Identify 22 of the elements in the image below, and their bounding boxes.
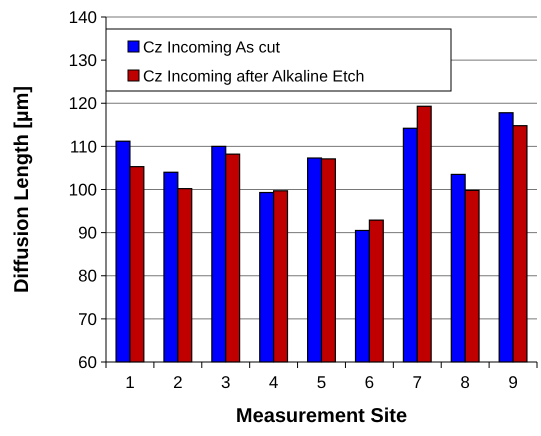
y-tick-label: 70 [78, 310, 97, 329]
y-tick-label: 100 [68, 180, 97, 200]
x-tick-label: 3 [220, 373, 230, 392]
x-tick-label: 4 [268, 373, 278, 392]
x-axis-title: Measurement Site [236, 405, 408, 427]
y-tick-label: 130 [68, 51, 97, 70]
y-tick-label: 140 [68, 8, 97, 27]
y-tick-label: 110 [70, 137, 97, 156]
x-tick-label: 9 [508, 373, 518, 392]
x-tick-label: 6 [364, 373, 374, 392]
y-tick-label: 120 [68, 94, 97, 114]
legend-label: Cz Incoming As cut [143, 40, 280, 57]
x-tick-label: 2 [173, 373, 183, 392]
x-tick-label: 8 [460, 373, 470, 392]
y-axis-title: Diffusion Length [µm] [11, 86, 33, 294]
x-tick-label: 1 [125, 373, 135, 392]
y-tick-label: 60 [78, 352, 97, 372]
legend-label: Cz Incoming after Alkaline Etch [143, 68, 364, 86]
y-tick-label: 80 [78, 266, 97, 286]
x-tick-label: 7 [412, 373, 422, 392]
x-tick-label: 5 [316, 373, 326, 392]
y-tick-label: 90 [78, 224, 97, 243]
